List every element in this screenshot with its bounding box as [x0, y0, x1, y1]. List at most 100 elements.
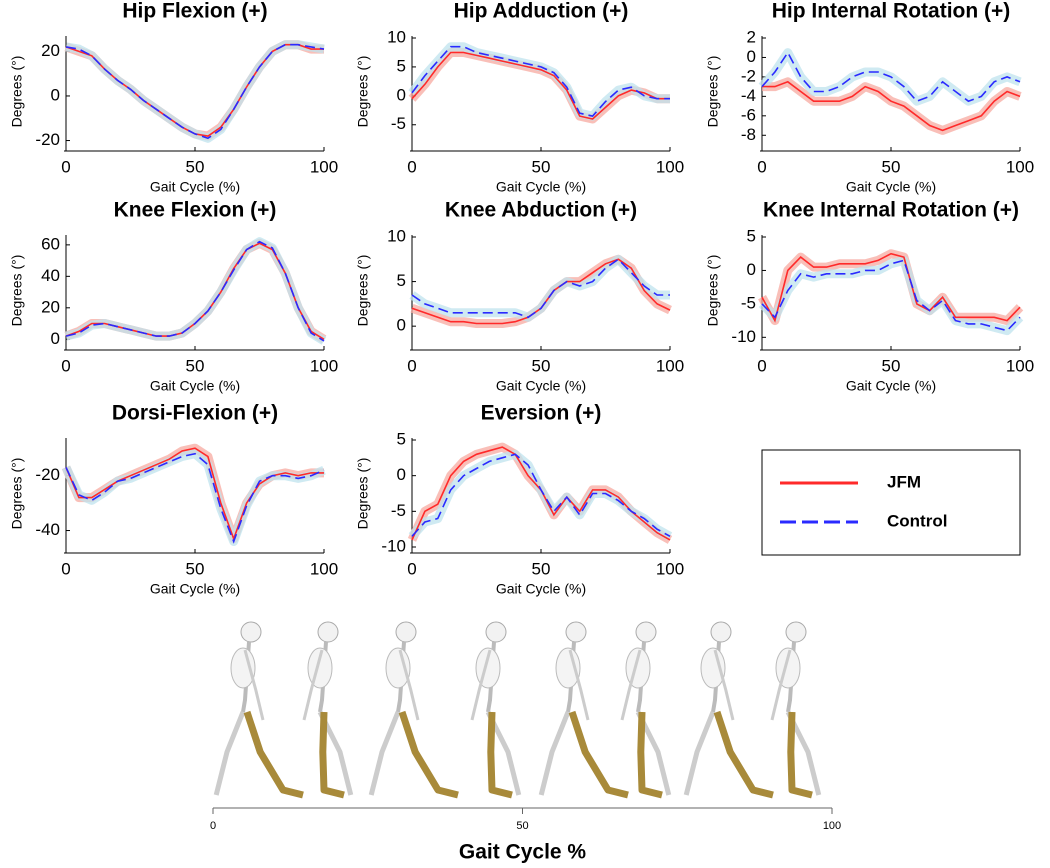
x-tick-label: 100 [656, 157, 684, 176]
x-axis-label: Gait Cycle (%) [846, 378, 936, 394]
x-axis-label: Gait Cycle (%) [496, 378, 586, 394]
legend-box [761, 449, 1021, 556]
series-line [65, 43, 324, 137]
x-tick-label: 100 [1006, 356, 1034, 375]
x-tick-label: 100 [656, 559, 684, 578]
x-tick-label: 0 [407, 356, 416, 375]
x-tick-label: 0 [757, 157, 766, 176]
chart-title: Hip Adduction (+) [454, 0, 629, 23]
series-line [761, 51, 1021, 103]
x-tick-label: 100 [656, 356, 684, 375]
arm [398, 649, 420, 721]
skull [240, 621, 262, 643]
series-band [65, 40, 325, 143]
y-axis-label: Degrees (°) [355, 458, 371, 530]
y-tick-label: 20 [41, 297, 60, 316]
x-tick-label: 100 [310, 356, 338, 375]
front-leg [568, 710, 629, 799]
series-line [411, 45, 670, 117]
x-axis-label: Gait Cycle (%) [150, 581, 240, 597]
x-tick-label: 0 [757, 356, 766, 375]
x-tick-label: 50 [532, 559, 551, 578]
y-axis-label: Degrees (°) [9, 56, 25, 128]
skull [635, 621, 657, 643]
legend-label: JFM [887, 472, 921, 491]
x-tick-label: 50 [186, 559, 205, 578]
arm [713, 649, 735, 721]
chart-title: Knee Abduction (+) [445, 199, 637, 222]
chart-title: Knee Flexion (+) [114, 199, 277, 222]
arm [568, 649, 590, 721]
series-band [762, 77, 1022, 135]
x-tick-label: 0 [407, 157, 416, 176]
chart-title: Eversion (+) [481, 402, 602, 425]
gait-axis-label: Gait Cycle % [459, 841, 587, 864]
x-tick-label: 0 [61, 356, 70, 375]
back-leg [213, 711, 246, 796]
y-tick-label: -5 [391, 501, 406, 520]
y-tick-label: -5 [391, 114, 406, 133]
series-line [65, 240, 325, 342]
x-tick-label: 50 [186, 356, 205, 375]
x-tick-label: 50 [516, 820, 528, 832]
y-tick-label: 0 [747, 260, 756, 279]
y-tick-label: 2 [747, 27, 756, 46]
y-axis-label: Degrees (°) [705, 255, 721, 327]
y-tick-label: 0 [397, 85, 406, 104]
y-tick-label: 10 [387, 27, 406, 46]
front-leg [319, 711, 345, 799]
front-leg [243, 710, 304, 799]
y-tick-label: -2 [741, 66, 756, 85]
y-tick-label: 0 [397, 316, 406, 335]
y-axis-label: Degrees (°) [355, 56, 371, 128]
back-leg [683, 711, 716, 796]
y-tick-label: 60 [41, 234, 60, 253]
x-axis-label: Gait Cycle (%) [150, 179, 240, 195]
x-tick-label: 0 [210, 820, 216, 832]
skull [565, 621, 587, 643]
series-line [65, 452, 325, 544]
y-tick-label: -5 [741, 293, 756, 312]
series-line [411, 453, 671, 538]
y-axis-label: Degrees (°) [9, 255, 25, 327]
back-leg [538, 711, 571, 796]
arm [302, 649, 324, 721]
x-tick-label: 50 [186, 157, 205, 176]
x-tick-label: 100 [310, 559, 338, 578]
front-leg [637, 711, 663, 799]
y-tick-label: 0 [397, 465, 406, 484]
y-tick-label: -20 [35, 130, 60, 149]
ribcage [385, 647, 411, 689]
series-line [411, 51, 670, 120]
x-axis-label: Gait Cycle (%) [846, 179, 936, 195]
y-tick-label: -40 [35, 520, 60, 539]
chart-title: Hip Internal Rotation (+) [772, 0, 1011, 23]
x-tick-label: 100 [823, 820, 841, 832]
y-tick-label: 40 [41, 266, 60, 285]
y-tick-label: -8 [741, 125, 756, 144]
y-tick-label: -6 [741, 105, 756, 124]
y-tick-label: 10 [387, 226, 406, 245]
skull [485, 621, 507, 643]
x-tick-label: 50 [532, 157, 551, 176]
ribcage [555, 647, 581, 689]
series-band [408, 449, 673, 541]
skull [395, 621, 417, 643]
x-tick-label: 0 [61, 559, 70, 578]
series-line [65, 43, 325, 140]
series-line [65, 447, 324, 542]
y-tick-label: 5 [397, 56, 406, 75]
skull [710, 621, 732, 643]
x-tick-label: 50 [532, 356, 551, 375]
arm [620, 649, 642, 721]
y-tick-label: -4 [741, 86, 756, 105]
x-tick-label: 100 [310, 157, 338, 176]
y-axis-label: Degrees (°) [355, 255, 371, 327]
series-line [762, 80, 1021, 132]
front-leg [398, 710, 459, 799]
skeleton-illustration [213, 621, 822, 799]
skull [785, 621, 807, 643]
ribcage [700, 647, 726, 689]
x-axis-label: Gait Cycle (%) [150, 378, 240, 394]
